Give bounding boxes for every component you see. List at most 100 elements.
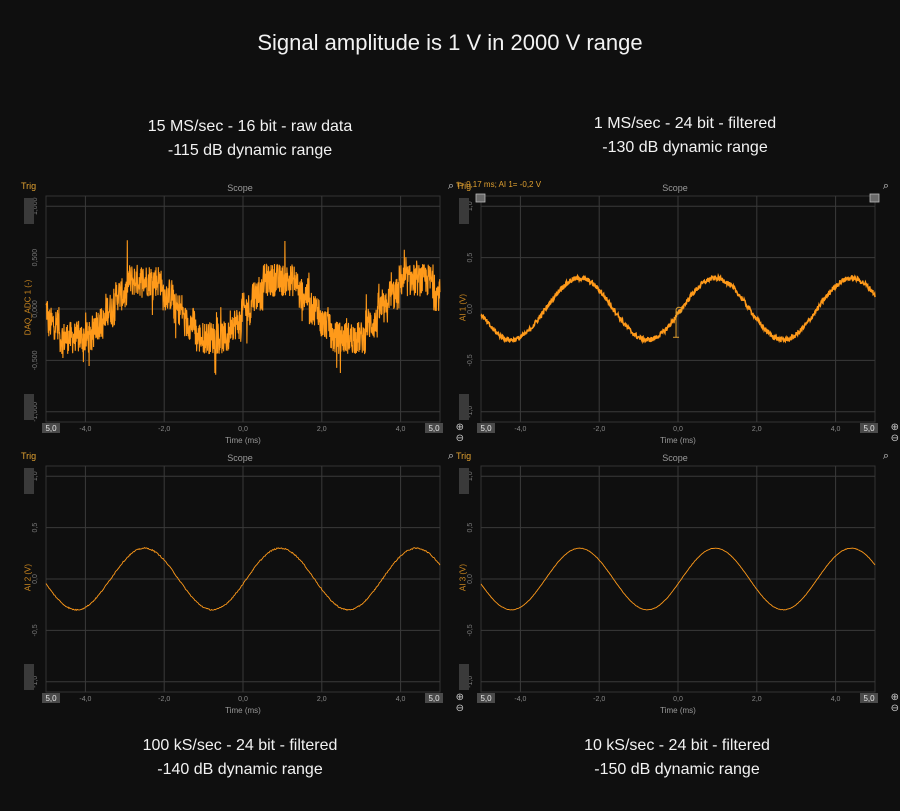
trig-label: Trig bbox=[21, 451, 37, 461]
scope-plot[interactable]: 1,000 0,500 0,000 -0,500 -1,000 -4,0 -2,0 0,0 2,… bbox=[20, 180, 460, 450]
minus-icon[interactable]: ⊖ bbox=[890, 703, 899, 714]
plus-icon[interactable]: ⊕ bbox=[890, 422, 899, 433]
minus-icon[interactable]: ⊖ bbox=[455, 703, 464, 714]
plus-icon[interactable]: ⊕ bbox=[890, 692, 899, 703]
minus-icon[interactable]: ⊖ bbox=[890, 433, 899, 444]
x-tick-label: 2,0 bbox=[752, 696, 762, 703]
magnifier-icon[interactable]: ⌕ bbox=[882, 450, 889, 462]
plus-icon[interactable]: ⊕ bbox=[455, 692, 464, 703]
scope-plot[interactable]: 1,0 0,5 0,0 -0,5 -1,0 -4,0 -2,0 0,0 2,0 4,0 5,0 5,0 bbox=[20, 450, 460, 720]
magnifier-icon[interactable]: ⌕ bbox=[447, 450, 454, 462]
scope-panel-ai1[interactable]: 1,0 0,5 0,0 -0,5 -1,0 -4,0 -2,0 0,0 2,0 4,0 5,0 5,0… bbox=[455, 180, 899, 450]
caption-rate: 1 MS/sec - 24 bit - filtered bbox=[593, 115, 777, 132]
trig-label: Trig bbox=[456, 451, 472, 461]
y-tick-label: -0,5 bbox=[467, 624, 474, 636]
x-start-value: 5,0 bbox=[480, 694, 492, 703]
caption-rate: 10 kS/sec - 24 bit - filtered bbox=[584, 737, 770, 754]
x-end-value: 5,0 bbox=[863, 694, 875, 703]
caption-bottom-right: 10 kS/sec - 24 bit - filtered -150 dB dy… bbox=[467, 734, 887, 782]
y-bottom-box bbox=[24, 664, 34, 690]
x-tick-label: 4,0 bbox=[396, 696, 406, 703]
y-top-box bbox=[24, 468, 34, 494]
y-bottom-box bbox=[459, 664, 469, 690]
y-tick-label: 0,5 bbox=[467, 253, 474, 263]
signal-trace bbox=[480, 272, 876, 345]
caption-top-right: 1 MS/sec - 24 bit - filtered -130 dB dyn… bbox=[475, 112, 895, 160]
cursor-readout: t= 0,17 ms; AI 1= -0,2 V bbox=[457, 180, 542, 189]
x-axis-label: Time (ms) bbox=[660, 436, 696, 445]
y-bottom-box bbox=[24, 394, 34, 420]
x-tick-label: 4,0 bbox=[396, 426, 406, 433]
caption-bottom-left: 100 kS/sec - 24 bit - filtered -140 dB d… bbox=[30, 734, 450, 782]
x-tick-label: -2,0 bbox=[593, 696, 605, 703]
channel-marker bbox=[869, 193, 880, 203]
x-tick-label: 0,0 bbox=[673, 696, 683, 703]
x-start-box bbox=[42, 423, 60, 433]
x-axis-label: Time (ms) bbox=[660, 706, 696, 715]
trig-label: Trig bbox=[21, 181, 37, 191]
x-tick-label: -2,0 bbox=[593, 426, 605, 433]
y-top-box bbox=[459, 198, 469, 224]
x-tick-label: 0,0 bbox=[673, 426, 683, 433]
x-end-box bbox=[860, 693, 878, 703]
signal-trace bbox=[45, 547, 441, 611]
x-axis-label: Time (ms) bbox=[225, 436, 261, 445]
trig-label: Trig bbox=[456, 181, 472, 191]
x-start-box bbox=[477, 693, 495, 703]
y-tick-label: -0,5 bbox=[32, 624, 39, 636]
signal-trace bbox=[480, 547, 876, 611]
caption-rate: 100 kS/sec - 24 bit - filtered bbox=[142, 737, 338, 754]
y-tick-label: 0,5 bbox=[32, 523, 39, 533]
channel-marker bbox=[475, 193, 486, 203]
y-tick-label: -0,500 bbox=[32, 350, 39, 370]
x-end-box bbox=[425, 423, 443, 433]
y-bottom-box bbox=[459, 394, 469, 420]
scope-panel-raw[interactable]: 1,000 0,500 0,000 -0,500 -1,000 -4,0 -2,0 0,0 2,… bbox=[20, 180, 464, 450]
y-tick-label: -1,0 bbox=[32, 676, 39, 688]
x-tick-label: -4,0 bbox=[514, 426, 526, 433]
scope-plot[interactable]: 1,0 0,5 0,0 -0,5 -1,0 -4,0 -2,0 0,0 2,0 4,0 5,0 5,0 bbox=[455, 180, 895, 450]
scope-title: Scope bbox=[227, 453, 253, 463]
x-tick-label: 2,0 bbox=[752, 426, 762, 433]
x-tick-label: -4,0 bbox=[79, 696, 91, 703]
x-tick-label: 2,0 bbox=[317, 696, 327, 703]
caption-range: -130 dB dynamic range bbox=[602, 139, 768, 156]
x-tick-label: 4,0 bbox=[831, 696, 841, 703]
scope-panel-ai2[interactable]: 1,0 0,5 0,0 -0,5 -1,0 -4,0 -2,0 0,0 2,0 4,0 5,0 5,0… bbox=[20, 450, 464, 720]
y-axis-label: AI 2 (V) bbox=[23, 563, 33, 592]
y-tick-label: -1,0 bbox=[467, 406, 474, 418]
caption-range: -115 dB dynamic range bbox=[167, 142, 333, 159]
cursor-handle bbox=[675, 306, 683, 314]
y-tick-label: -0,5 bbox=[467, 354, 474, 366]
y-top-box bbox=[459, 468, 469, 494]
magnifier-icon[interactable]: ⌕ bbox=[882, 180, 889, 192]
y-axis-label: AI 3 (V) bbox=[458, 563, 468, 592]
scope-plot[interactable]: 1,0 0,5 0,0 -0,5 -1,0 -4,0 -2,0 0,0 2,0 4,0 5,0 5,0 bbox=[455, 450, 895, 720]
y-tick-label: 1,0 bbox=[467, 471, 474, 481]
x-tick-label: -4,0 bbox=[514, 696, 526, 703]
x-tick-label: 0,0 bbox=[238, 696, 248, 703]
y-tick-label: 0,000 bbox=[32, 300, 39, 318]
x-tick-label: -4,0 bbox=[79, 426, 91, 433]
caption-rate: 15 MS/sec - 16 bit - raw data bbox=[147, 118, 353, 135]
plus-icon[interactable]: ⊕ bbox=[455, 422, 464, 433]
x-start-value: 5,0 bbox=[45, 424, 57, 433]
signal-trace bbox=[45, 240, 441, 375]
minus-icon[interactable]: ⊖ bbox=[455, 433, 464, 444]
scope-panel-ai3[interactable]: 1,0 0,5 0,0 -0,5 -1,0 -4,0 -2,0 0,0 2,0 4,0 5,0 5,0… bbox=[455, 450, 899, 720]
x-end-box bbox=[860, 423, 878, 433]
y-tick-label: 1,0 bbox=[32, 471, 39, 481]
x-tick-label: -2,0 bbox=[158, 426, 170, 433]
y-tick-label: 0,5 bbox=[467, 523, 474, 533]
scope-title: Scope bbox=[662, 453, 688, 463]
y-axis-label: DAQ_ADC 1 (-) bbox=[23, 279, 33, 336]
y-tick-label: 0,0 bbox=[467, 304, 474, 314]
x-tick-label: 2,0 bbox=[317, 426, 327, 433]
y-tick-label: 0,0 bbox=[467, 574, 474, 584]
y-axis-label: AI 1 (V) bbox=[458, 293, 468, 322]
magnifier-icon[interactable]: ⌕ bbox=[447, 180, 454, 192]
caption-range: -150 dB dynamic range bbox=[594, 761, 760, 778]
caption-top-left: 15 MS/sec - 16 bit - raw data -115 dB dy… bbox=[40, 115, 460, 163]
x-tick-label: 0,0 bbox=[238, 426, 248, 433]
main-title: Signal amplitude is 1 V in 2000 V range bbox=[257, 30, 643, 55]
